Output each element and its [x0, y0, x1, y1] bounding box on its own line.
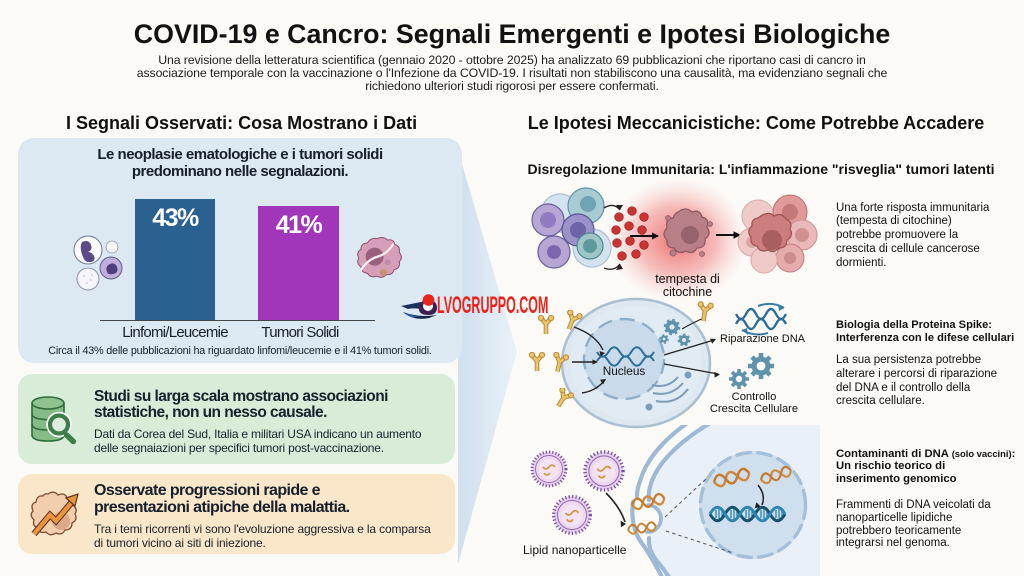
svg-text:Nucleus: Nucleus — [603, 364, 646, 378]
